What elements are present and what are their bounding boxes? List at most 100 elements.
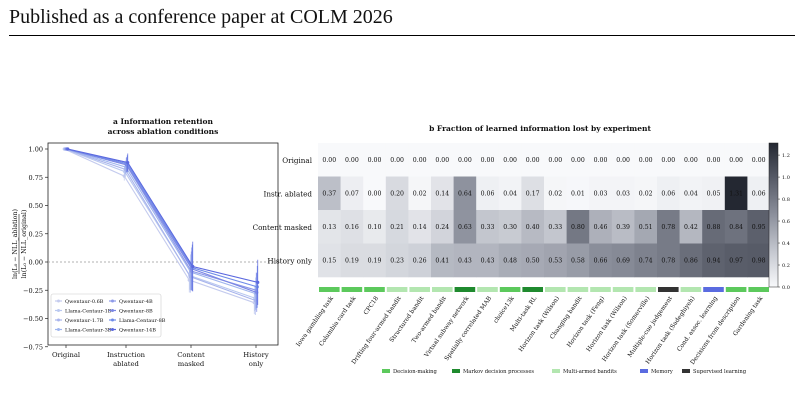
heatmap-cell: [657, 210, 680, 244]
heatmap-value: 0.78: [661, 258, 675, 265]
colorbar-tick-label: 0.8: [782, 197, 790, 203]
heatmap-value: 0.00: [458, 157, 472, 164]
heatmap-value: 0.51: [639, 224, 653, 231]
heatmap-cell: [657, 176, 680, 211]
heatmap-cell: [498, 176, 522, 211]
x-tick-label: masked: [178, 360, 205, 368]
y-tick-label: 0.00: [29, 259, 43, 267]
heatmap-row-label: History only: [267, 256, 313, 265]
heatmap-value: 0.39: [616, 224, 630, 231]
heatmap-cell: [318, 143, 341, 177]
data-point: [66, 147, 70, 151]
heatmap-cell: [363, 210, 387, 244]
heatmap-value: 0.00: [368, 157, 382, 164]
heatmap-cell: [589, 143, 613, 177]
heatmap-value: 0.02: [548, 191, 562, 198]
panel-a-legend: [50, 293, 162, 338]
heatmap-value: 0.02: [413, 191, 427, 198]
heatmap-value: 0.07: [345, 191, 359, 198]
heatmap-value: 0.43: [481, 258, 495, 265]
heatmap-cell: [453, 143, 477, 177]
heatmap-cell: [453, 176, 477, 211]
category-legend-swatch: [382, 369, 390, 373]
heatmap-cell: [544, 176, 567, 211]
heatmap-value: 0.30: [503, 224, 517, 231]
heatmap-value: 0.33: [481, 224, 495, 231]
heatmap-value: 0.00: [594, 157, 608, 164]
heatmap-cell: [634, 143, 658, 177]
heatmap-cell: [544, 143, 567, 177]
heatmap-cell: [431, 243, 454, 278]
heatmap-value: 0.00: [413, 157, 427, 164]
legend-label: Qwentaur-4B: [119, 299, 153, 305]
heatmap-value: 0.00: [368, 191, 382, 198]
heatmap-value: 0.63: [458, 224, 472, 231]
heatmap-value: 0.40: [526, 224, 540, 231]
heatmap-row-label: Content masked: [253, 223, 313, 232]
heatmap-cell: [611, 176, 635, 211]
heatmap-cell: [476, 243, 500, 278]
colorbar: [768, 142, 779, 288]
y-tick-label: 0.75: [29, 174, 43, 182]
heatmap-cell: [566, 243, 590, 278]
series-line: [66, 148, 257, 294]
heatmap-cell: [521, 176, 545, 211]
heatmap-cell: [611, 243, 635, 278]
category-strip-cell: [341, 287, 363, 292]
heatmap-value: 0.00: [729, 157, 743, 164]
data-point: [126, 160, 130, 165]
legend-label: Llama-Centaur-8B: [119, 318, 166, 324]
heatmap-column-label: Horizon task (Wilson): [517, 295, 561, 353]
category-legend-swatch: [452, 369, 460, 373]
colorbar-tick-label: 0.0: [782, 285, 790, 291]
heatmap-cell: [476, 143, 500, 177]
heatmap-value: 0.48: [503, 258, 517, 265]
category-strip-cell: [725, 287, 747, 292]
heatmap-cell: [318, 243, 341, 278]
heatmap-value: 0.26: [413, 258, 427, 265]
x-tick-label: Original: [52, 351, 80, 359]
heatmap-cell: [340, 176, 364, 211]
heatmap-cell: [747, 243, 771, 278]
category-legend-label: Decision-making: [393, 369, 437, 375]
data-point: [191, 264, 195, 269]
heatmap-value: 0.02: [639, 191, 653, 198]
heatmap-value: 0.78: [661, 224, 675, 231]
heatmap-value: 0.00: [481, 157, 495, 164]
category-legend-swatch: [552, 369, 560, 373]
category-strip-cell: [386, 287, 408, 292]
series-line: [65, 148, 256, 301]
heatmap-column-label: Multiple-cue judgement: [626, 295, 674, 359]
heatmap-cell: [363, 143, 387, 177]
category-strip-cell: [477, 287, 498, 292]
category-strip-cell: [590, 287, 611, 292]
series-line: [65, 148, 256, 295]
y-tick-label: 0.25: [29, 230, 43, 238]
y-tick-label: 0.50: [29, 202, 43, 210]
data-point: [255, 285, 259, 289]
heatmap-value: 0.66: [594, 258, 608, 265]
category-legend-swatch: [640, 369, 648, 373]
heatmap-value: 0.17: [526, 191, 540, 198]
y-tick-label: 1.00: [29, 146, 43, 154]
colorbar-tick-label: 0.4: [782, 241, 790, 247]
x-tick-label: ablated: [113, 360, 139, 368]
category-strip-cell: [567, 287, 589, 292]
heatmap-value: 0.94: [707, 258, 721, 265]
heatmap-value: 0.74: [639, 258, 653, 265]
panel-a-subtitle: across ablation conditions: [108, 127, 219, 136]
heatmap-value: 0.58: [571, 258, 585, 265]
series-line: [67, 148, 258, 283]
panel-a-frame: [47, 142, 279, 346]
heatmap-value: 0.95: [752, 224, 766, 231]
colorbar-tick-label: 0.2: [782, 263, 790, 269]
heatmap-value: 0.98: [752, 258, 766, 265]
heatmap-value: 0.53: [548, 258, 562, 265]
heatmap-value: 0.37: [322, 191, 336, 198]
heatmap-cell: [431, 210, 454, 244]
heatmap-cell: [476, 176, 500, 211]
heatmap-cell: [385, 210, 409, 244]
data-point: [256, 280, 260, 284]
heatmap-cell: [747, 143, 771, 177]
category-legend-swatch: [682, 369, 690, 373]
